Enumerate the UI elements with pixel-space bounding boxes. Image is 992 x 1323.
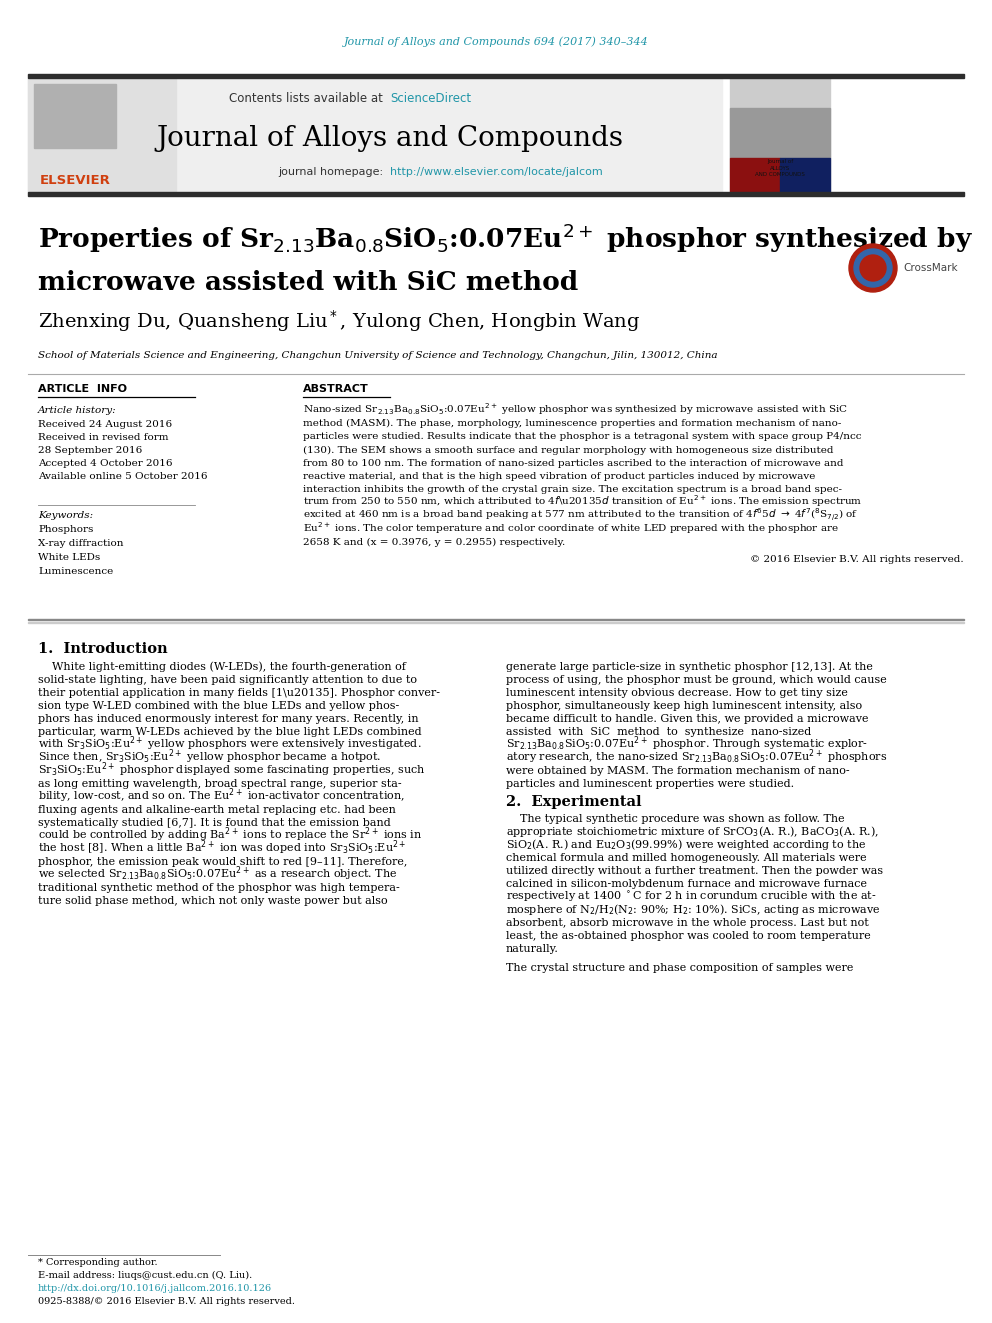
Bar [730,157,780,192]
Text: Keywords:: Keywords: [38,511,93,520]
Text: phors has induced enormously interest for many years. Recently, in: phors has induced enormously interest fo… [38,714,419,724]
Text: chemical formula and milled homogeneously. All materials were: chemical formula and milled homogeneousl… [506,853,867,863]
Text: Received 24 August 2016: Received 24 August 2016 [38,419,173,429]
Text: White LEDs: White LEDs [38,553,100,562]
Text: calcined in silicon-molybdenum furnace and microwave furnace: calcined in silicon-molybdenum furnace a… [506,878,867,889]
Text: the host [8]. When a little Ba$^{2+}$ ion was doped into Sr$_3$SiO$_5$:Eu$^{2+}$: the host [8]. When a little Ba$^{2+}$ io… [38,839,407,857]
Text: we selected Sr$_{2.13}$Ba$_{0.8}$SiO$_5$:0.07Eu$^{2+}$ as a research object. The: we selected Sr$_{2.13}$Ba$_{0.8}$SiO$_5$… [38,865,398,884]
Text: interaction inhibits the growth of the crystal grain size. The excitation spectr: interaction inhibits the growth of the c… [303,486,842,495]
Text: with Sr$_3$SiO$_5$:Eu$^{2+}$ yellow phosphors were extensively investigated.: with Sr$_3$SiO$_5$:Eu$^{2+}$ yellow phos… [38,734,422,753]
Circle shape [849,243,897,292]
Text: Contents lists available at: Contents lists available at [228,91,390,105]
Bar [34,83,116,148]
Text: X-ray diffraction: X-ray diffraction [38,538,123,548]
Text: The typical synthetic procedure was shown as follow. The: The typical synthetic procedure was show… [506,814,844,824]
Text: phosphor, the emission peak would shift to red [9–11]. Therefore,: phosphor, the emission peak would shift … [38,857,408,867]
Text: became difficult to handle. Given this, we provided a microwave: became difficult to handle. Given this, … [506,714,869,724]
Text: CrossMark: CrossMark [903,263,957,273]
Circle shape [860,255,886,280]
Text: Sr$_{2.13}$Ba$_{0.8}$SiO$_5$:0.07Eu$^{2+}$ phosphor. Through systematic explor-: Sr$_{2.13}$Ba$_{0.8}$SiO$_5$:0.07Eu$^{2+… [506,734,868,753]
Text: process of using, the phosphor must be ground, which would cause: process of using, the phosphor must be g… [506,675,887,685]
Bar [28,192,964,196]
Text: Properties of Sr$_{2.13}$Ba$_{0.8}$SiO$_{5}$:0.07Eu$^{2+}$ phosphor synthesized : Properties of Sr$_{2.13}$Ba$_{0.8}$SiO$_… [38,221,973,255]
Text: Luminescence: Luminescence [38,568,113,576]
Text: Available online 5 October 2016: Available online 5 October 2016 [38,472,207,482]
Text: reactive material, and that is the high speed vibration of product particles ind: reactive material, and that is the high … [303,472,815,482]
Text: utilized directly without a further treatment. Then the powder was: utilized directly without a further trea… [506,867,883,876]
Text: Eu$^{2+}$ ions. The color temperature and color coordinate of white LED prepared: Eu$^{2+}$ ions. The color temperature an… [303,520,839,536]
Text: phosphor, simultaneously keep high luminescent intensity, also: phosphor, simultaneously keep high lumin… [506,701,862,710]
Text: Since then, Sr$_3$SiO$_5$:Eu$^{2+}$ yellow phosphor became a hotpot.: Since then, Sr$_3$SiO$_5$:Eu$^{2+}$ yell… [38,747,381,766]
Text: assisted  with  SiC  method  to  synthesize  nano-sized: assisted with SiC method to synthesize n… [506,728,811,737]
Text: Zhenxing Du, Quansheng Liu$^*$, Yulong Chen, Hongbin Wang: Zhenxing Du, Quansheng Liu$^*$, Yulong C… [38,308,641,335]
Text: fluxing agents and alkaline-earth metal replacing etc. had been: fluxing agents and alkaline-earth metal … [38,804,396,815]
Text: http://www.elsevier.com/locate/jalcom: http://www.elsevier.com/locate/jalcom [390,167,603,177]
Text: Received in revised form: Received in revised form [38,433,169,442]
Text: ARTICLE  INFO: ARTICLE INFO [38,384,127,394]
Text: 2658 K and (x = 0.3976, y = 0.2955) respectively.: 2658 K and (x = 0.3976, y = 0.2955) resp… [303,538,565,546]
Text: traditional synthetic method of the phosphor was high tempera-: traditional synthetic method of the phos… [38,882,400,893]
Bar [28,74,964,78]
Text: generate large particle-size in synthetic phosphor [12,13]. At the: generate large particle-size in syntheti… [506,662,873,672]
Text: Phosphors: Phosphors [38,525,93,534]
Text: excited at 460 nm is a broad band peaking at 577 nm attributed to the transition: excited at 460 nm is a broad band peakin… [303,507,858,524]
Text: (130). The SEM shows a smooth surface and regular morphology with homogeneous si: (130). The SEM shows a smooth surface an… [303,446,833,455]
Text: sion type W-LED combined with the blue LEDs and yellow phos-: sion type W-LED combined with the blue L… [38,701,399,710]
Text: White light-emitting diodes (W-LEDs), the fourth-generation of: White light-emitting diodes (W-LEDs), th… [38,662,406,672]
Text: Journal of Alloys and Compounds: Journal of Alloys and Compounds [157,124,624,152]
Bar [28,78,722,192]
Text: Sr$_3$SiO$_5$:Eu$^{2+}$ phosphor displayed some fascinating properties, such: Sr$_3$SiO$_5$:Eu$^{2+}$ phosphor display… [38,761,426,779]
Text: http://dx.doi.org/10.1016/j.jallcom.2016.10.126: http://dx.doi.org/10.1016/j.jallcom.2016… [38,1285,272,1293]
Text: microwave assisted with SiC method: microwave assisted with SiC method [38,270,578,295]
Text: respectively at 1400 $^\circ$C for 2 h in corundum crucible with the at-: respectively at 1400 $^\circ$C for 2 h i… [506,890,877,904]
Bar [730,108,830,157]
Text: mosphere of N$_2$/H$_2$(N$_2$: 90%; H$_2$: 10%). SiCs, acting as microwave: mosphere of N$_2$/H$_2$(N$_2$: 90%; H$_2… [506,902,881,917]
Text: particles were studied. Results indicate that the phosphor is a tetragonal syste: particles were studied. Results indicate… [303,433,861,442]
Text: particles and luminescent properties were studied.: particles and luminescent properties wer… [506,779,795,789]
Text: © 2016 Elsevier B.V. All rights reserved.: © 2016 Elsevier B.V. All rights reserved… [750,556,964,564]
Text: systematically studied [6,7]. It is found that the emission band: systematically studied [6,7]. It is foun… [38,818,391,828]
Text: absorbent, absorb microwave in the whole process. Last but not: absorbent, absorb microwave in the whole… [506,918,869,927]
Text: journal homepage:: journal homepage: [278,167,390,177]
Text: 1.  Introduction: 1. Introduction [38,642,168,656]
Bar [28,622,964,623]
Text: ELSEVIER: ELSEVIER [40,173,110,187]
Text: SiO$_2$(A. R.) and Eu$_2$O$_3$(99.99%) were weighted according to the: SiO$_2$(A. R.) and Eu$_2$O$_3$(99.99%) w… [506,837,866,852]
Text: 0925-8388/© 2016 Elsevier B.V. All rights reserved.: 0925-8388/© 2016 Elsevier B.V. All right… [38,1297,295,1306]
Text: naturally.: naturally. [506,945,558,954]
Text: School of Materials Science and Engineering, Changchun University of Science and: School of Materials Science and Engineer… [38,351,717,360]
Text: * Corresponding author.: * Corresponding author. [38,1258,158,1267]
Bar [28,618,964,620]
Bar [730,78,830,192]
Text: were obtained by MASM. The formation mechanism of nano-: were obtained by MASM. The formation mec… [506,766,849,777]
Text: appropriate stoichiometric mixture of SrCO$_3$(A. R.), BaCO$_3$(A. R.),: appropriate stoichiometric mixture of Sr… [506,824,879,839]
Text: Nano-sized Sr$_{2.13}$Ba$_{0.8}$SiO$_5$:0.07Eu$^{2+}$ yellow phosphor was synthe: Nano-sized Sr$_{2.13}$Ba$_{0.8}$SiO$_5$:… [303,401,848,417]
Circle shape [854,249,892,287]
Text: ScienceDirect: ScienceDirect [390,91,471,105]
Text: E-mail address: liuqs@cust.edu.cn (Q. Liu).: E-mail address: liuqs@cust.edu.cn (Q. Li… [38,1271,252,1279]
Text: Accepted 4 October 2016: Accepted 4 October 2016 [38,459,173,468]
Text: ABSTRACT: ABSTRACT [303,384,369,394]
Text: from 80 to 100 nm. The formation of nano-sized particles ascribed to the interac: from 80 to 100 nm. The formation of nano… [303,459,843,468]
Text: ture solid phase method, which not only waste power but also: ture solid phase method, which not only … [38,896,388,906]
Text: Journal of Alloys and Compounds 694 (2017) 340–344: Journal of Alloys and Compounds 694 (201… [343,37,649,48]
Text: trum from 250 to 550 nm, which attributed to 4$f$\u20135$d$ transition of Eu$^{2: trum from 250 to 550 nm, which attribute… [303,493,862,509]
Text: Article history:: Article history: [38,406,117,415]
Bar [780,157,830,192]
Bar [28,78,176,192]
Text: The crystal structure and phase composition of samples were: The crystal structure and phase composit… [506,963,853,972]
Text: their potential application in many fields [1\u20135]. Phosphor conver-: their potential application in many fiel… [38,688,440,699]
Text: as long emitting wavelength, broad spectral range, superior sta-: as long emitting wavelength, broad spect… [38,779,402,789]
Text: solid-state lighting, have been paid significantly attention to due to: solid-state lighting, have been paid sig… [38,675,417,685]
Text: 28 September 2016: 28 September 2016 [38,446,142,455]
Text: bility, low-cost, and so on. The Eu$^{2+}$ ion-activator concentration,: bility, low-cost, and so on. The Eu$^{2+… [38,787,405,806]
Text: method (MASM). The phase, morphology, luminescence properties and formation mech: method (MASM). The phase, morphology, lu… [303,419,841,429]
Text: atory research, the nano-sized Sr$_{2.13}$Ba$_{0.8}$SiO$_5$:0.07Eu$^{2+}$ phosph: atory research, the nano-sized Sr$_{2.13… [506,747,887,766]
Text: luminescent intensity obvious decrease. How to get tiny size: luminescent intensity obvious decrease. … [506,688,848,699]
Text: could be controlled by adding Ba$^{2+}$ ions to replace the Sr$^{2+}$ ions in: could be controlled by adding Ba$^{2+}$ … [38,826,423,844]
Text: Journal of
ALLOYS
AND COMPOUNDS: Journal of ALLOYS AND COMPOUNDS [755,159,805,177]
Text: least, the as-obtained phosphor was cooled to room temperature: least, the as-obtained phosphor was cool… [506,931,871,941]
Text: particular, warm W-LEDs achieved by the blue light LEDs combined: particular, warm W-LEDs achieved by the … [38,728,422,737]
Text: 2.  Experimental: 2. Experimental [506,795,642,808]
